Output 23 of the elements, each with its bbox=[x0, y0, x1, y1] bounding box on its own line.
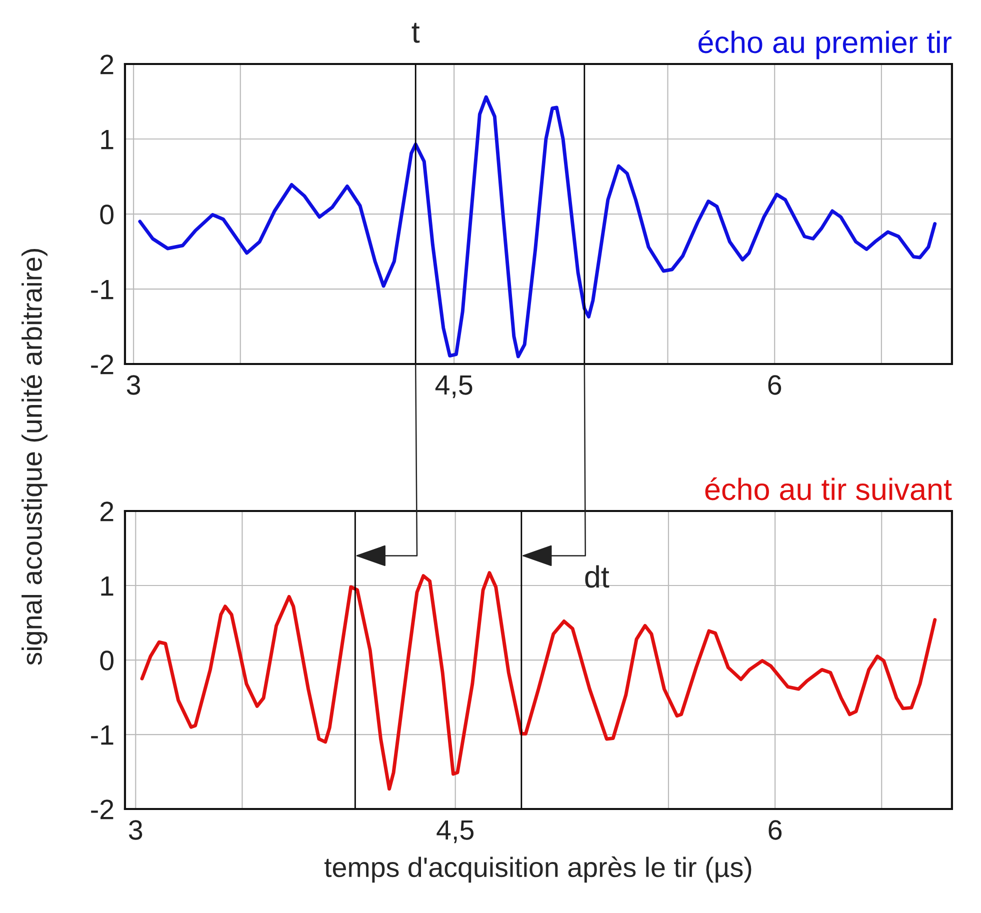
y-tick-label: -1 bbox=[91, 725, 114, 745]
x-tick-label: 3 bbox=[128, 820, 142, 840]
y-tick-label: 2 bbox=[100, 54, 114, 74]
line-series bbox=[138, 95, 937, 358]
annotation: dt bbox=[585, 565, 610, 588]
y-axis-title: signal acoustique (unité arbitraire) bbox=[21, 248, 48, 665]
chart-title: écho au premier tir bbox=[698, 30, 952, 60]
y-tick-label: -2 bbox=[91, 800, 114, 820]
chart-title: écho au tir suivant bbox=[705, 477, 952, 500]
x-tick-label: 3 bbox=[126, 375, 140, 395]
x-tick-label: 4,5 bbox=[436, 820, 474, 844]
y-tick-label: -1 bbox=[91, 280, 114, 300]
ref-line-label: t bbox=[412, 22, 420, 43]
x-tick-label: 6 bbox=[768, 820, 782, 840]
y-tick-label: 2 bbox=[100, 502, 114, 522]
y-tick-label: 0 bbox=[100, 650, 114, 670]
y-tick-label: 1 bbox=[101, 576, 114, 596]
x-axis-title: temps d'acquisition après le tir (µs) bbox=[324, 856, 752, 883]
x-tick-label: 4,5 bbox=[435, 375, 472, 398]
y-tick-label: 1 bbox=[101, 130, 114, 150]
x-tick-label: 6 bbox=[768, 375, 782, 395]
y-tick-label: 0 bbox=[100, 204, 114, 224]
y-tick-label: -2 bbox=[91, 354, 114, 374]
